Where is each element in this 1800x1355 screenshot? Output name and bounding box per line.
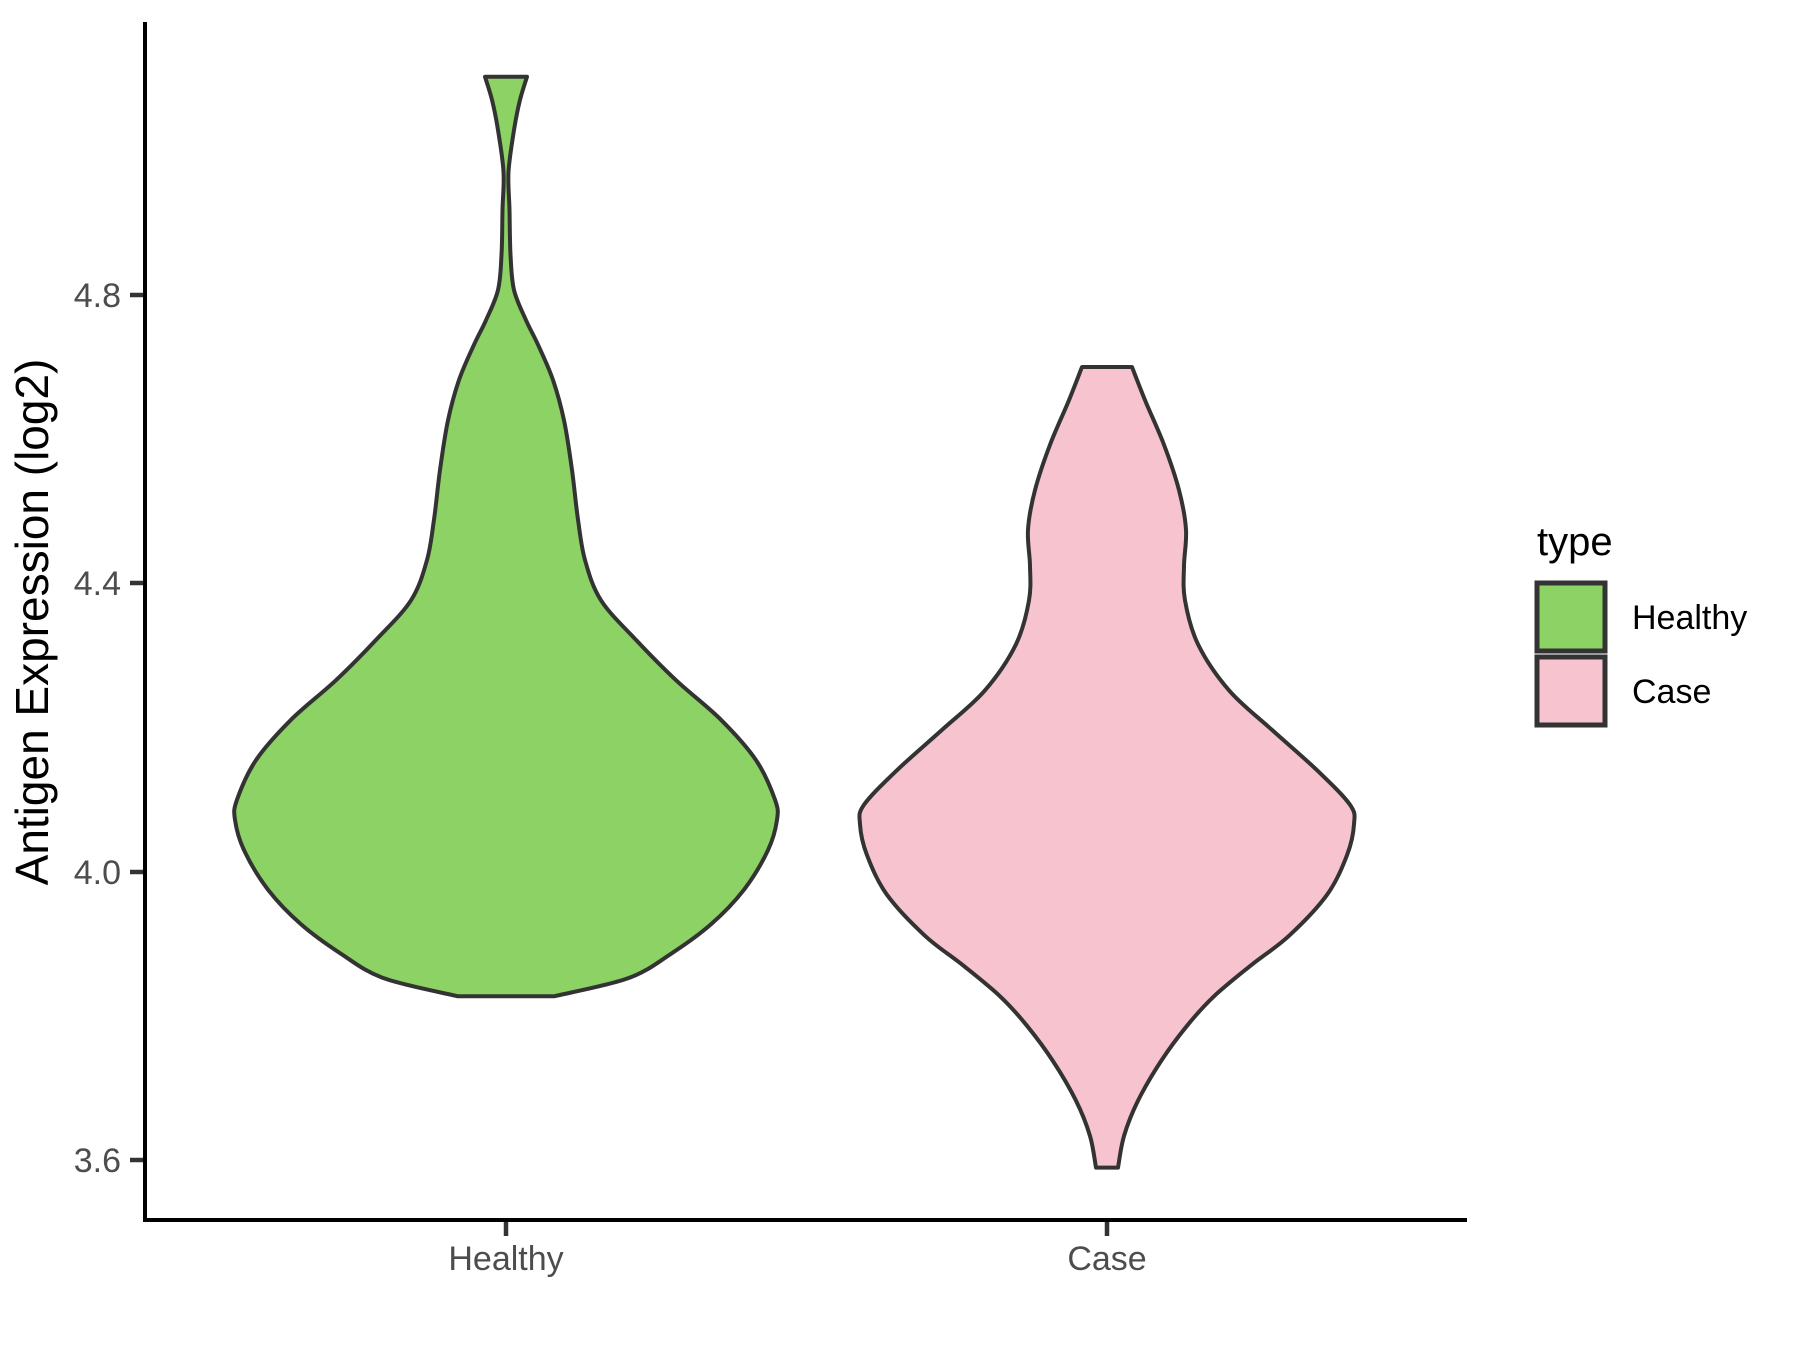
legend-label-healthy: Healthy (1632, 599, 1747, 637)
legend-key-healthy (1534, 580, 1608, 654)
x-tick-label-healthy: Healthy (448, 1240, 563, 1278)
legend-key-case (1534, 654, 1608, 728)
legend-label-case: Case (1632, 673, 1711, 711)
y-axis: 4.8 4.4 4.0 3.6 Antigen Expression (log2… (6, 22, 147, 1222)
y-axis-title: Antigen Expression (log2) (6, 359, 58, 886)
y-tick-label-4-0: 4.0 (74, 854, 121, 892)
violins-group (232, 74, 1357, 1170)
legend: type Healthy Case (1534, 520, 1747, 728)
violin-healthy (232, 74, 780, 999)
x-axis: Healthy Case (143, 1218, 1467, 1278)
legend-title: type (1537, 520, 1613, 564)
x-tick-label-case: Case (1067, 1240, 1146, 1278)
y-tick-label-4-4: 4.4 (74, 565, 121, 603)
y-tick-label-3-6: 3.6 (74, 1142, 121, 1180)
y-tick-label-4-8: 4.8 (74, 277, 121, 315)
violin-case (857, 365, 1357, 1170)
